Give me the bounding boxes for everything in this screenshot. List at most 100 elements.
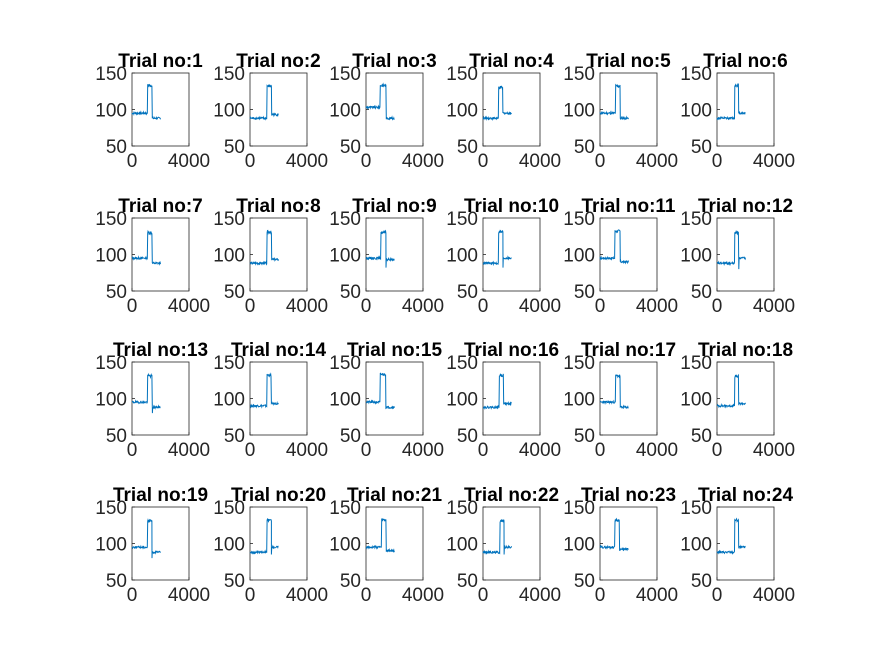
y-tick-label: 100 [680,535,712,556]
axes-box [482,217,541,292]
x-tick-label: 0 [478,296,489,317]
subplot-title: Trial no:22 [464,485,559,506]
series-line [716,82,746,121]
y-tick-label: 100 [95,390,127,411]
y-tick-label: 100 [95,101,127,122]
y-tick-label: 150 [329,498,361,519]
x-tick-label: 0 [361,440,372,461]
series-line [599,374,629,410]
subplot-title: Trial no:14 [231,340,326,361]
y-tick-label: 100 [329,535,361,556]
x-tick-label: 0 [127,296,138,317]
subplot: Trial no:6 50 100 150 0 4000 [680,51,795,172]
y-tick-label: 50 [224,571,245,592]
series-line [249,84,279,121]
series-line [599,517,629,552]
y-tick-label: 50 [106,282,127,303]
subplot: Trial no:3 50 100 150 0 4000 [329,51,444,172]
y-tick-label: 50 [691,571,712,592]
subplot-title: Trial no:4 [469,51,554,72]
y-tick-label: 100 [446,101,478,122]
y-tick-label: 150 [680,498,712,519]
axes-box [249,72,308,147]
series-line [131,372,161,414]
y-tick-label: 150 [680,353,712,374]
subplot-title: Trial no:20 [231,485,326,506]
y-tick-label: 100 [680,390,712,411]
y-tick-label: 150 [563,64,595,85]
axes-box [365,72,424,147]
y-tick-label: 150 [680,64,712,85]
x-tick-label: 4000 [636,151,678,172]
y-tick-label: 100 [680,101,712,122]
axes-box [716,506,775,581]
subplot-title: Trial no:13 [113,340,208,361]
y-tick-label: 100 [563,101,595,122]
subplot-title: Trial no:8 [236,196,320,217]
x-tick-label: 0 [127,151,138,172]
axes-box [599,72,658,147]
y-tick-label: 150 [563,498,595,519]
x-tick-label: 4000 [519,151,561,172]
axes-box [365,217,424,292]
y-tick-label: 150 [446,353,478,374]
y-tick-label: 100 [329,246,361,267]
axes-box [131,361,190,436]
x-tick-label: 4000 [168,585,210,606]
subplot: Trial no:5 50 100 150 0 4000 [563,51,678,172]
subplot: Trial no:16 50 100 150 0 4000 [446,340,561,461]
subplot: Trial no:22 50 100 150 0 4000 [446,485,561,606]
series-line [599,229,629,265]
subplot-title: Trial no:24 [698,485,793,506]
axes-box [599,217,658,292]
y-tick-label: 50 [224,137,245,158]
axes-box [249,361,308,436]
subplot: Trial no:10 50 100 150 0 4000 [446,196,561,317]
x-tick-label: 0 [478,151,489,172]
x-tick-label: 4000 [168,151,210,172]
y-tick-label: 150 [95,353,127,374]
x-tick-label: 0 [245,585,256,606]
subplot: Trial no:24 50 100 150 0 4000 [680,485,795,606]
y-tick-label: 150 [563,209,595,230]
y-tick-label: 100 [680,246,712,267]
subplot: Trial no:7 50 100 150 0 4000 [95,196,210,317]
y-tick-label: 50 [691,426,712,447]
y-tick-label: 150 [213,209,245,230]
subplot-title: Trial no:10 [464,196,559,217]
axes-box [131,72,190,147]
x-tick-label: 4000 [636,296,678,317]
subplot: Trial no:14 50 100 150 0 4000 [213,340,328,461]
series-line [249,229,279,266]
y-tick-label: 50 [106,137,127,158]
series-line [716,517,746,555]
subplot-title: Trial no:17 [581,340,676,361]
y-tick-label: 150 [680,209,712,230]
series-line [716,229,746,270]
axes-box [482,72,541,147]
series-line [482,85,512,122]
x-tick-label: 0 [712,440,723,461]
x-tick-label: 0 [478,440,489,461]
x-tick-label: 0 [595,585,606,606]
subplot-title: Trial no:16 [464,340,559,361]
series-line [599,83,629,121]
series-line [366,372,395,410]
y-tick-label: 100 [446,535,478,556]
y-tick-label: 150 [446,64,478,85]
series-line [249,372,279,409]
subplot-title: Trial no:6 [703,51,787,72]
subplot-title: Trial no:5 [586,51,671,72]
x-tick-label: 4000 [168,440,210,461]
series-line [365,82,395,121]
subplot-title: Trial no:7 [118,196,202,217]
y-tick-label: 100 [213,390,245,411]
y-tick-label: 50 [340,137,361,158]
axes-box [599,506,658,581]
y-tick-label: 100 [563,535,595,556]
axes-box [599,361,658,436]
x-tick-label: 4000 [753,440,795,461]
y-tick-label: 50 [691,282,712,303]
y-tick-label: 50 [574,571,595,592]
